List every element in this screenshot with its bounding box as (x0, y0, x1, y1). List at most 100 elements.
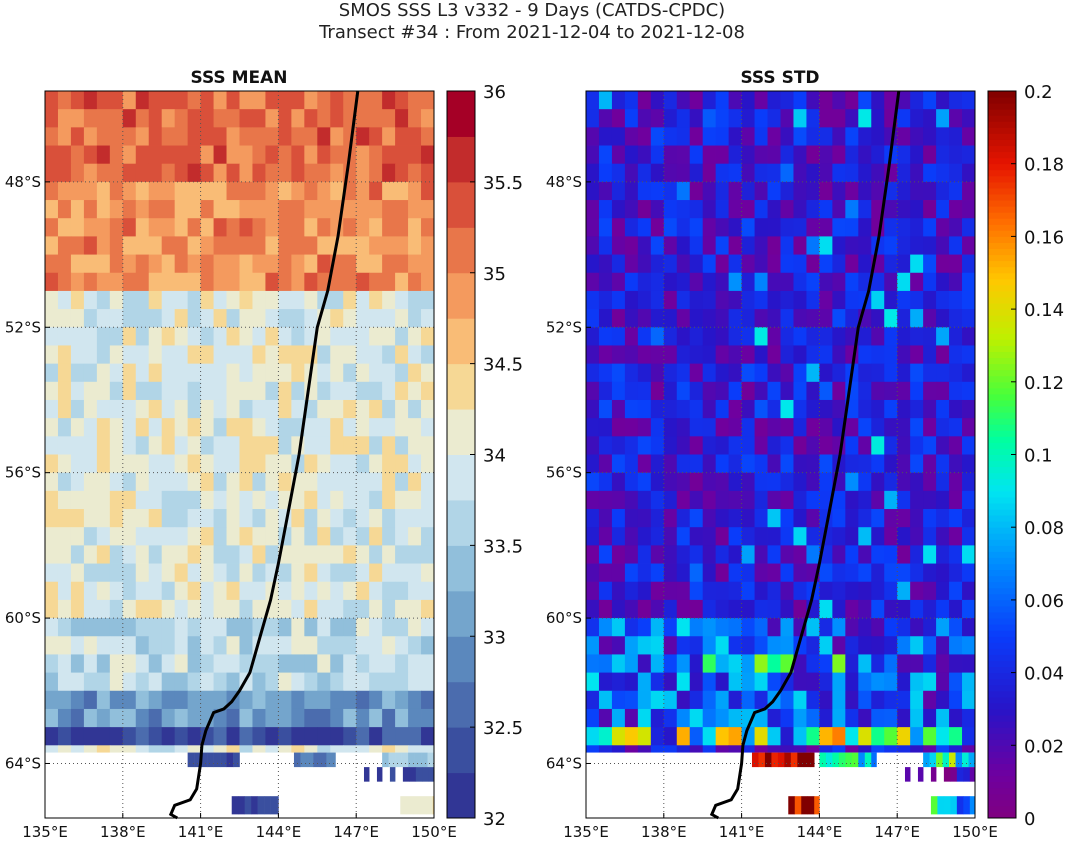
heatmap-cell (57, 472, 72, 492)
heatmap-cell (135, 436, 150, 455)
heatmap-cell (728, 181, 742, 201)
heatmap-cell (382, 454, 396, 474)
heatmap-cell (962, 527, 976, 546)
heatmap-cell (304, 236, 318, 255)
colorbar-segment (988, 399, 1016, 407)
heatmap-cell (956, 767, 964, 782)
heatmap-cell (252, 163, 266, 183)
colorbar-tick-label: 0.18 (1024, 155, 1064, 176)
heatmap-cell (715, 309, 730, 328)
heatmap-cell (109, 672, 124, 692)
heatmap-cell (780, 727, 794, 746)
heatmap-cell (832, 618, 846, 637)
heatmap-cell (637, 581, 652, 601)
heatmap-cell (174, 672, 189, 692)
heatmap-cell (174, 509, 189, 528)
heatmap-cell (278, 109, 292, 128)
heatmap-cell (637, 91, 652, 110)
heatmap-cell (676, 454, 691, 474)
colorbar-tick-label: 36 (483, 82, 506, 103)
heatmap-cell (70, 254, 85, 274)
heatmap-cell (676, 672, 691, 692)
heatmap-cell (382, 236, 396, 255)
heatmap-cell (586, 563, 600, 583)
heatmap-cell (135, 690, 150, 710)
heatmap-cell (754, 272, 768, 292)
heatmap-cell (962, 254, 976, 274)
heatmap-cell (278, 181, 292, 201)
heatmap-cell (45, 509, 59, 528)
heatmap-cell (767, 327, 781, 346)
heatmap-cell (884, 472, 898, 492)
heatmap-cell (728, 254, 742, 274)
heatmap-cell (265, 727, 279, 746)
heatmap-cell (265, 618, 279, 637)
heatmap-cell (291, 545, 305, 564)
heatmap-cell (83, 563, 98, 583)
heatmap-cell (936, 490, 950, 510)
heatmap-cell (408, 527, 422, 546)
heatmap-cell (421, 254, 435, 274)
heatmap-cell (962, 454, 976, 474)
heatmap-cell (845, 218, 859, 237)
heatmap-cell (598, 236, 613, 255)
heatmap-cell (83, 581, 98, 601)
colorbar-tick-label: 0.1 (1024, 446, 1053, 467)
colorbar-tick-label: 0.14 (1024, 300, 1064, 321)
heatmap-cell (427, 752, 435, 768)
heatmap-cell (917, 767, 924, 782)
heatmap-cell (421, 708, 435, 728)
heatmap-cell (395, 654, 409, 673)
colorbar-segment (988, 254, 1016, 262)
heatmap-cell (806, 527, 820, 546)
heatmap-cell (689, 545, 704, 564)
heatmap-cell (702, 454, 717, 474)
heatmap-cell (122, 345, 137, 365)
heatmap-cell (676, 581, 691, 601)
heatmap-cell (819, 381, 833, 401)
colorbar-segment (988, 733, 1016, 740)
heatmap-cell (174, 127, 189, 146)
heatmap-cell (754, 236, 768, 255)
heatmap-cell (343, 618, 357, 637)
heatmap-cell (161, 345, 176, 365)
heatmap-cell (83, 654, 98, 673)
heatmap-cell (845, 309, 859, 328)
heatmap-cell (897, 254, 911, 274)
heatmap-cell (200, 272, 214, 292)
heatmap-cell (57, 399, 72, 419)
heatmap-cell (96, 527, 111, 546)
heatmap-cell (187, 272, 201, 292)
heatmap-cell (369, 381, 383, 401)
heatmap-cell (200, 145, 214, 165)
heatmap-cell (382, 145, 396, 165)
heatmap-cell (936, 363, 950, 383)
heatmap-cell (382, 636, 396, 655)
x-tick-label: 150°E (952, 823, 998, 841)
heatmap-cell (45, 309, 59, 328)
heatmap-cell (96, 618, 111, 637)
heatmap-cell (122, 509, 137, 528)
heatmap-cell (910, 91, 924, 110)
heatmap-cell (598, 745, 613, 753)
heatmap-cell (213, 381, 227, 401)
heatmap-cell (923, 200, 937, 219)
heatmap-cell (715, 436, 730, 455)
heatmap-cell (586, 418, 600, 437)
heatmap-cell (637, 200, 652, 219)
heatmap-cell (70, 127, 85, 146)
heatmap-cell (897, 708, 911, 728)
heatmap-cell (910, 618, 924, 637)
heatmap-cell (96, 327, 111, 346)
heatmap-cell (356, 690, 370, 710)
heatmap-cell (109, 454, 124, 474)
heatmap-cell (819, 109, 833, 128)
heatmap-cell (109, 309, 124, 328)
heatmap-cell (637, 509, 652, 528)
heatmap-cell (780, 254, 794, 274)
heatmap-cell (174, 581, 189, 601)
heatmap-cell (923, 509, 937, 528)
heatmap-cell (382, 672, 396, 692)
heatmap-cell (109, 236, 124, 255)
heatmap-cell (369, 618, 383, 637)
